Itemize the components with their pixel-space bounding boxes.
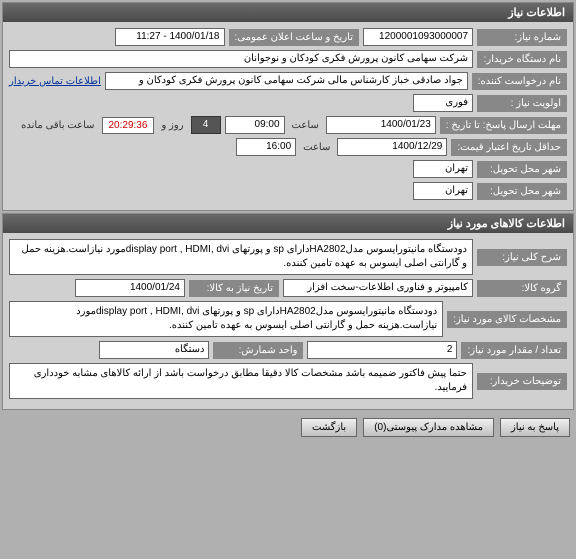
reply-button[interactable]: پاسخ به نیاز xyxy=(500,418,570,437)
need-info-panel: اطلاعات نیاز شماره نیاز: 120000109300000… xyxy=(2,2,574,211)
row-qty: تعداد / مقدار مورد نیاز: 2 واحد شمارش: د… xyxy=(9,341,567,359)
label-qty: تعداد / مقدار مورد نیاز: xyxy=(461,342,567,359)
label-unit: واحد شمارش: xyxy=(213,342,303,359)
label-buyer-notes: توضیحات خریدار: xyxy=(477,373,567,390)
field-requester: جواد صادقی خباز کارشناس مالی شرکت سهامی … xyxy=(105,72,468,90)
field-buyer-notes: حتما پیش فاکتور ضمیمه باشد مشخصات کالا د… xyxy=(9,363,473,399)
goods-info-panel: اطلاعات کالاهای مورد نیاز شرح کلی نیاز: … xyxy=(2,213,574,410)
label-priority: اولویت نیاز : xyxy=(477,95,567,112)
field-delivery-city: تهران xyxy=(413,160,473,178)
field-deadline-time: 09:00 xyxy=(225,116,285,134)
row-buyer-notes: توضیحات خریدار: حتما پیش فاکتور ضمیمه با… xyxy=(9,363,567,399)
field-pub-date: 1400/01/18 - 11:27 xyxy=(115,28,225,46)
label-buyer-org: نام دستگاه خریدار: xyxy=(477,51,567,68)
label-delivery-city: شهر محل تحویل: xyxy=(477,161,567,178)
field-unit: دستگاه xyxy=(99,341,209,359)
view-attachments-button[interactable]: مشاهده مدارک پیوستی(0) xyxy=(363,418,494,437)
field-item-spec: دودستگاه مانیتورایسوس مدلHA2802دارای sp … xyxy=(9,301,443,337)
label-need-date: تاریخ نیاز به کالا: xyxy=(189,280,279,297)
panel1-body: شماره نیاز: 1200001093000007 تاریخ و ساع… xyxy=(3,22,573,210)
row-priority: اولویت نیاز : فوری xyxy=(9,94,567,112)
row-buyer-org: نام دستگاه خریدار: شرکت سهامی کانون پرور… xyxy=(9,50,567,68)
label-validity: حداقل تاریخ اعتبار قیمت: xyxy=(451,139,567,156)
field-validity-date: 1400/12/29 xyxy=(337,138,447,156)
countdown-timer: 20:29:36 xyxy=(102,117,155,134)
panel2-body: شرح کلی نیاز: دودستگاه مانیتورایسوس مدلH… xyxy=(3,233,573,409)
field-days-remain: 4 xyxy=(191,116,221,134)
row-requester: نام درخواست کننده: جواد صادقی خباز کارشن… xyxy=(9,72,567,90)
field-priority: فوری xyxy=(413,94,473,112)
field-need-date: 1400/01/24 xyxy=(75,279,185,297)
label-deadline: مهلت ارسال پاسخ: تا تاریخ : xyxy=(440,117,567,134)
contact-buyer-link[interactable]: اطلاعات تماس خریدار xyxy=(9,76,101,87)
row-item-spec: مشخصات کالای مورد نیاز: دودستگاه مانیتور… xyxy=(9,301,567,337)
row-req-no: شماره نیاز: 1200001093000007 تاریخ و ساع… xyxy=(9,28,567,46)
field-general-desc: دودستگاه مانیتورایسوس مدلHA2802دارای sp … xyxy=(9,239,473,275)
field-validity-time: 16:00 xyxy=(236,138,296,156)
label-delivery-city2: شهر محل تحویل: xyxy=(477,183,567,200)
label-deadline-time: ساعت xyxy=(289,120,322,131)
row-general-desc: شرح کلی نیاز: دودستگاه مانیتورایسوس مدلH… xyxy=(9,239,567,275)
row-delivery-city: شهر محل تحویل: تهران xyxy=(9,160,567,178)
label-requester: نام درخواست کننده: xyxy=(472,73,567,90)
label-remain: ساعت باقی مانده xyxy=(18,120,97,131)
panel2-title: اطلاعات کالاهای مورد نیاز xyxy=(3,214,573,233)
row-category: گروه کالا: کامپیوتر و فناوری اطلاعات-سخت… xyxy=(9,279,567,297)
panel1-title: اطلاعات نیاز xyxy=(3,3,573,22)
field-delivery-city2: تهران xyxy=(413,182,473,200)
label-days: روز و xyxy=(158,120,186,131)
field-buyer-org: شرکت سهامی کانون پرورش فکری کودکان و نوج… xyxy=(9,50,473,68)
field-deadline-date: 1400/01/23 xyxy=(326,116,436,134)
field-req-no: 1200001093000007 xyxy=(363,28,473,46)
back-button[interactable]: بازگشت xyxy=(301,418,357,437)
label-general-desc: شرح کلی نیاز: xyxy=(477,249,567,266)
footer-buttons: پاسخ به نیاز مشاهده مدارک پیوستی(0) بازگ… xyxy=(0,412,576,443)
row-validity: حداقل تاریخ اعتبار قیمت: 1400/12/29 ساعت… xyxy=(9,138,567,156)
field-category: کامپیوتر و فناوری اطلاعات-سخت افزار xyxy=(283,279,473,297)
row-delivery-city2: شهر محل تحویل: تهران xyxy=(9,182,567,200)
label-category: گروه کالا: xyxy=(477,280,567,297)
label-item-spec: مشخصات کالای مورد نیاز: xyxy=(447,311,567,328)
field-qty: 2 xyxy=(307,341,457,359)
label-req-no: شماره نیاز: xyxy=(477,29,567,46)
label-validity-time: ساعت xyxy=(300,142,333,153)
label-pub-date: تاریخ و ساعت اعلان عمومی: xyxy=(229,29,360,46)
row-deadline: مهلت ارسال پاسخ: تا تاریخ : 1400/01/23 س… xyxy=(9,116,567,134)
